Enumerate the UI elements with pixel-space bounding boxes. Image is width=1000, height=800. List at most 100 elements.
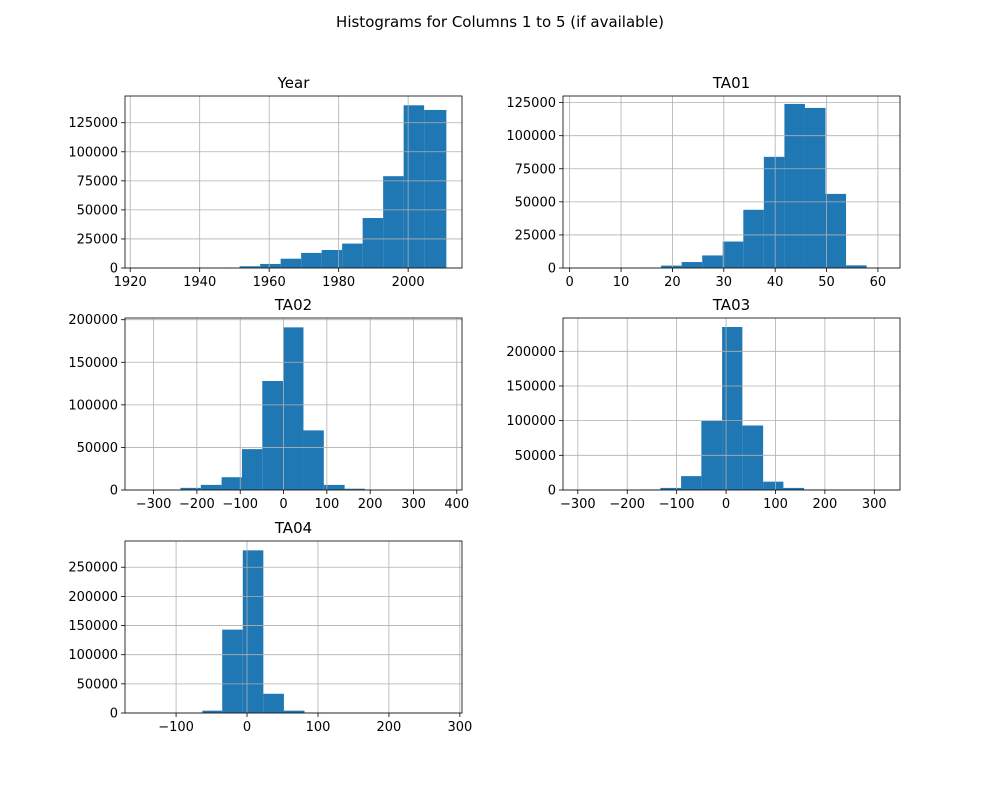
y-tick-label: 125000 [506, 96, 556, 111]
subplot-title: TA04 [274, 519, 312, 537]
histogram-bar [362, 218, 384, 268]
y-tick-label: 150000 [68, 619, 118, 634]
x-tick-label: −100 [659, 497, 695, 512]
histogram-bar [303, 430, 324, 490]
x-tick-label: 50 [818, 275, 835, 290]
axes-frame [124, 540, 463, 714]
grid-lines [125, 318, 462, 491]
x-tick-label: −300 [136, 497, 172, 512]
y-tick-label: 75000 [77, 174, 118, 189]
histogram-bar [262, 381, 284, 490]
x-tick-label: −200 [179, 497, 215, 512]
x-tick-label: 1980 [322, 275, 355, 290]
histogram-bar [846, 265, 867, 268]
x-tick-label: 10 [613, 275, 630, 290]
histogram-bar [424, 109, 447, 268]
x-tick-label: 0 [722, 497, 730, 512]
x-tick-label: 1940 [183, 275, 216, 290]
subplot-ta04: −100 0 100 200 300 0 50000 100000 150000 200000 25… [68, 519, 472, 735]
histogram-bar [280, 258, 302, 268]
x-tick-label: 30 [716, 275, 733, 290]
subplot-title: Year [277, 74, 311, 92]
axes-frame [124, 317, 463, 491]
histogram-bar [242, 550, 264, 713]
x-tick-label: 0 [243, 720, 251, 735]
x-tick-label: 200 [812, 497, 837, 512]
y-tick-label: 0 [110, 484, 118, 499]
histogram-bar [283, 710, 305, 713]
x-tick-label: −100 [158, 720, 194, 735]
histogram-bar [200, 484, 222, 490]
y-tick-label: 25000 [77, 232, 118, 247]
histogram-bar [661, 265, 682, 268]
x-tick-label: 300 [401, 497, 426, 512]
x-tick-label: 20 [664, 275, 681, 290]
y-tick-label: 150000 [68, 356, 118, 371]
histogram-bar [702, 255, 723, 268]
y-tick-label: 200000 [68, 590, 118, 605]
bars [620, 103, 888, 269]
grid-lines [563, 318, 900, 491]
x-tick-label: 100 [306, 720, 331, 735]
x-tick-label: −100 [222, 497, 258, 512]
y-tick-label: 50000 [77, 203, 118, 218]
histogram-bar [804, 107, 826, 269]
bars [139, 327, 447, 490]
subplot-ta01: 0 10 20 30 40 50 60 0 25000 50000 75000 100000 12500… [506, 74, 901, 290]
subplot-ta02: −300 −200 −100 0 100 200 300 400 0 50000 100000 150… [68, 296, 469, 512]
x-tick-label: 0 [566, 275, 574, 290]
y-tick-label: 75000 [515, 162, 556, 177]
subplot-title: TA02 [274, 296, 312, 314]
bars [219, 105, 447, 268]
y-tick-label: 25000 [515, 228, 556, 243]
histogram-bar [681, 262, 703, 268]
x-tick-label: −300 [560, 497, 596, 512]
bars [161, 550, 448, 713]
y-tick-label: 0 [110, 707, 118, 722]
y-tick-label: 100000 [68, 648, 118, 663]
grid-lines [125, 541, 462, 714]
x-tick-label: 100 [314, 497, 339, 512]
histogram-bar [784, 103, 805, 268]
subplot-year: 1920 1940 1960 1980 2000 0 25000 50000 75000 1000… [68, 74, 463, 290]
histogram-bar [742, 425, 764, 490]
histogram-bar [301, 252, 322, 268]
histogram-bar [342, 243, 363, 268]
y-tick-label: 50000 [515, 449, 556, 464]
y-tick-label: 200000 [68, 313, 118, 328]
y-tick-label: 100000 [68, 398, 118, 413]
y-tick-label: 125000 [68, 116, 118, 131]
y-tick-label: 150000 [506, 379, 556, 394]
x-tick-label: 2000 [392, 275, 425, 290]
x-tick-label: 60 [870, 275, 887, 290]
x-tick-label: −200 [609, 497, 645, 512]
x-tick-label: 400 [444, 497, 469, 512]
histogram-bar [222, 629, 243, 713]
axes-frame [562, 317, 901, 491]
x-tick-label: 1920 [114, 275, 147, 290]
histogram-bar [202, 710, 223, 713]
x-tick-label: 100 [763, 497, 788, 512]
y-tick-label: 0 [548, 262, 556, 277]
histogram-bar [323, 484, 345, 490]
y-tick-label: 50000 [77, 441, 118, 456]
y-tick-label: 100000 [68, 145, 118, 160]
histogram-bar [221, 477, 242, 490]
figure-title: Histograms for Columns 1 to 5 (if availa… [336, 13, 664, 31]
histogram-bar [660, 487, 682, 490]
y-tick-label: 100000 [506, 129, 556, 144]
y-tick-label: 0 [548, 484, 556, 499]
subplots: 1920 1940 1960 1980 200002500050000750001000… [68, 74, 901, 735]
histogram-bar [383, 176, 404, 268]
axes-frame [562, 95, 901, 269]
x-tick-label: 300 [862, 497, 887, 512]
y-tick-label: 100000 [506, 414, 556, 429]
histogram-bar [260, 263, 281, 268]
grid-lines [563, 96, 900, 269]
histogram-bar [743, 209, 764, 268]
x-tick-label: 200 [358, 497, 383, 512]
histogram-bar [783, 487, 805, 490]
histogram-bar [321, 249, 343, 268]
histogram-bar [239, 266, 261, 268]
